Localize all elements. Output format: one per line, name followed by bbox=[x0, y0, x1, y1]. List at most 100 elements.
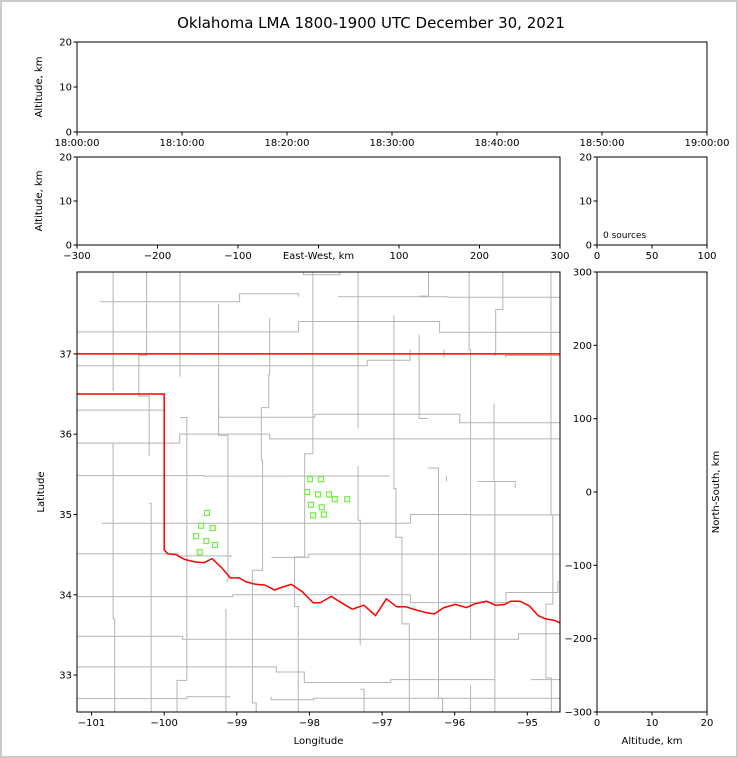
tick-label: 0 bbox=[594, 251, 600, 262]
xlabel-altitude-bottom: Altitude, km bbox=[622, 736, 683, 747]
lma-stations bbox=[193, 476, 351, 556]
lma-station-marker bbox=[310, 512, 317, 519]
county-line bbox=[112, 272, 116, 712]
tick-label: −97 bbox=[371, 718, 392, 729]
tick-label: 18:00:00 bbox=[55, 138, 100, 149]
lma-station-marker bbox=[203, 509, 211, 516]
tick-label: −99 bbox=[226, 718, 247, 729]
ylabel-north-south: North-South, km bbox=[711, 451, 722, 534]
xlabel-longitude: Longitude bbox=[294, 736, 344, 747]
tick-label: −300 bbox=[63, 251, 90, 262]
tick-label: −96 bbox=[444, 718, 465, 729]
tick-label: −95 bbox=[517, 718, 538, 729]
county-line bbox=[77, 433, 560, 444]
county-line bbox=[55, 316, 76, 754]
county-line bbox=[77, 696, 560, 701]
tick-label: 0 bbox=[66, 128, 72, 139]
county-line bbox=[77, 349, 560, 367]
lma-station-marker bbox=[198, 522, 205, 529]
lma-station-marker bbox=[209, 524, 216, 532]
lma-station-marker bbox=[325, 491, 333, 498]
lma-station-marker bbox=[203, 537, 210, 545]
tick-label: −300 bbox=[565, 708, 592, 719]
panel-altitude-time-frame bbox=[76, 41, 708, 133]
county-line bbox=[77, 409, 560, 424]
lma-station-marker bbox=[307, 476, 314, 483]
county-line bbox=[101, 514, 560, 524]
tick-label: 200 bbox=[573, 341, 592, 352]
lma-station-marker bbox=[320, 511, 327, 518]
tick-label: 20 bbox=[579, 153, 592, 164]
tick-label: 300 bbox=[550, 251, 569, 262]
xlabel-east-west: East-West, km bbox=[283, 251, 354, 262]
lma-station-marker bbox=[315, 491, 322, 498]
tick-label: −98 bbox=[299, 718, 320, 729]
tick-label: 10 bbox=[59, 83, 72, 94]
tick-label: −200 bbox=[565, 634, 592, 645]
county-line bbox=[218, 303, 229, 712]
county-line bbox=[393, 315, 410, 712]
county-line bbox=[418, 272, 444, 712]
lma-station-marker bbox=[331, 496, 338, 503]
lma-station-marker bbox=[344, 496, 351, 503]
county-line bbox=[77, 553, 560, 558]
tick-label: 200 bbox=[470, 251, 489, 262]
county-line bbox=[468, 272, 472, 712]
panel-north-south-altitude-frame bbox=[596, 271, 708, 713]
tick-label: −200 bbox=[144, 251, 171, 262]
annotation-source-count: 0 sources bbox=[603, 231, 646, 241]
tick-label: 0 bbox=[586, 241, 592, 252]
county-line bbox=[77, 633, 560, 640]
tick-label: 10 bbox=[646, 718, 659, 729]
county-line bbox=[176, 272, 188, 712]
tick-label: 100 bbox=[389, 251, 408, 262]
tick-label: 18:20:00 bbox=[265, 138, 310, 149]
ylabel-altitude-middle: Altitude, km bbox=[34, 171, 45, 232]
tick-label: 50 bbox=[646, 251, 659, 262]
tick-label: 33 bbox=[59, 671, 72, 682]
county-line bbox=[294, 272, 314, 712]
tick-label: −100 bbox=[565, 561, 592, 572]
county-line bbox=[99, 293, 560, 303]
tick-label: 18:10:00 bbox=[160, 138, 205, 149]
county-line bbox=[251, 318, 271, 712]
tick-label: 35 bbox=[59, 510, 72, 521]
lma-station-marker bbox=[211, 541, 219, 549]
tick-label: 100 bbox=[697, 251, 716, 262]
tick-label: 20 bbox=[59, 153, 72, 164]
county-line bbox=[493, 272, 504, 712]
county-line bbox=[77, 666, 560, 683]
tick-label: 19:00:00 bbox=[685, 138, 730, 149]
tick-label: −101 bbox=[78, 718, 105, 729]
county-line bbox=[77, 581, 560, 604]
tick-label: 18:30:00 bbox=[370, 138, 415, 149]
county-line bbox=[357, 272, 365, 712]
county-boundaries bbox=[55, 272, 560, 754]
tick-label: −100 bbox=[150, 718, 177, 729]
tick-label: 300 bbox=[573, 268, 592, 279]
tick-label: 0 bbox=[594, 718, 600, 729]
lma-station-marker bbox=[193, 533, 200, 540]
tick-label: 37 bbox=[59, 349, 72, 360]
tick-label: 0 bbox=[586, 488, 592, 499]
county-line bbox=[138, 272, 152, 712]
panel-altitude-east-west-frame bbox=[76, 156, 561, 246]
lma-station-marker bbox=[304, 488, 311, 496]
lma-station-marker bbox=[318, 504, 325, 511]
county-line bbox=[302, 272, 341, 276]
county-line bbox=[545, 272, 554, 712]
county-line bbox=[77, 321, 560, 333]
oklahoma-state-border bbox=[77, 353, 560, 624]
tick-label: 100 bbox=[573, 414, 592, 425]
tick-label: 34 bbox=[59, 590, 72, 601]
figure-title: Oklahoma LMA 1800-1900 UTC December 30, … bbox=[177, 14, 565, 32]
lma-station-marker bbox=[307, 501, 314, 508]
oklahoma-west-south-border bbox=[77, 393, 560, 624]
lma-station-marker bbox=[317, 476, 325, 483]
tick-label: 0 bbox=[66, 241, 72, 252]
tick-label: 18:40:00 bbox=[475, 138, 520, 149]
ylabel-altitude-top: Altitude, km bbox=[34, 57, 45, 118]
tick-label: 10 bbox=[59, 197, 72, 208]
